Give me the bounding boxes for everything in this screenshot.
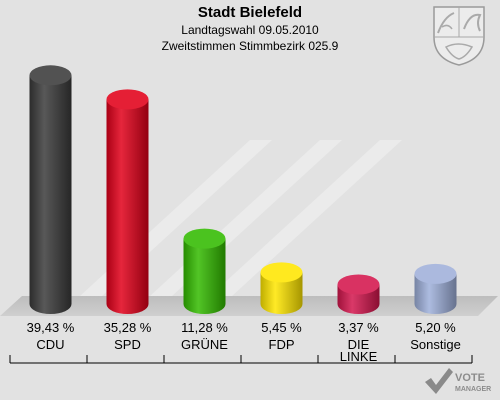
category-axis [9,355,473,364]
logo-line1: VOTE [455,372,485,384]
logo-line2: MANAGER [455,386,491,393]
labels-group: 39,43 % CDU 35,28 % SPD 11,28 % GRÜNE 5,45 % FD… [27,320,461,364]
background-band [210,140,402,296]
value-label: 3,37 % [338,320,379,335]
bar-spd [106,89,149,314]
bar-top [29,65,72,86]
bar-die-linke [337,274,380,314]
bar-body [106,99,149,314]
chart-subtitle-district: Zweitstimmen Stimmbezirk 025.9 [161,39,339,53]
bar-body [260,272,303,314]
bar-fdp [260,262,303,314]
value-label: 35,28 % [104,320,152,335]
votemanager-logo: VOTE MANAGER [425,368,491,394]
value-label: 5,20 % [415,320,456,335]
category-label: CDU [36,337,64,352]
bars-group [29,65,457,314]
category-label: GRÜNE [181,337,228,352]
category-label: Sonstige [410,337,461,352]
category-label: LINKE [340,349,378,364]
bar-top [183,228,226,249]
chart-title: Stadt Bielefeld [197,4,303,21]
bar-sonstige [414,263,457,314]
chart-subtitle-election: Landtagswahl 09.05.2010 [181,23,319,37]
bar-top [260,262,303,283]
category-label: FDP [269,337,295,352]
value-label: 39,43 % [27,320,75,335]
category-label: DIE [348,337,370,352]
bar-body [29,75,72,314]
category-label: SPD [114,337,141,352]
bar-top [337,274,380,295]
bar-top [106,89,149,110]
bar-gr-ne [183,228,226,314]
bar-body [414,273,457,314]
checkmark-icon [425,368,453,394]
value-label: 5,45 % [261,320,302,335]
bar-cdu [29,65,72,314]
coat-of-arms-icon [433,6,485,66]
bar-top [414,263,457,284]
value-label: 11,28 % [181,320,228,335]
bar-body [183,238,226,314]
